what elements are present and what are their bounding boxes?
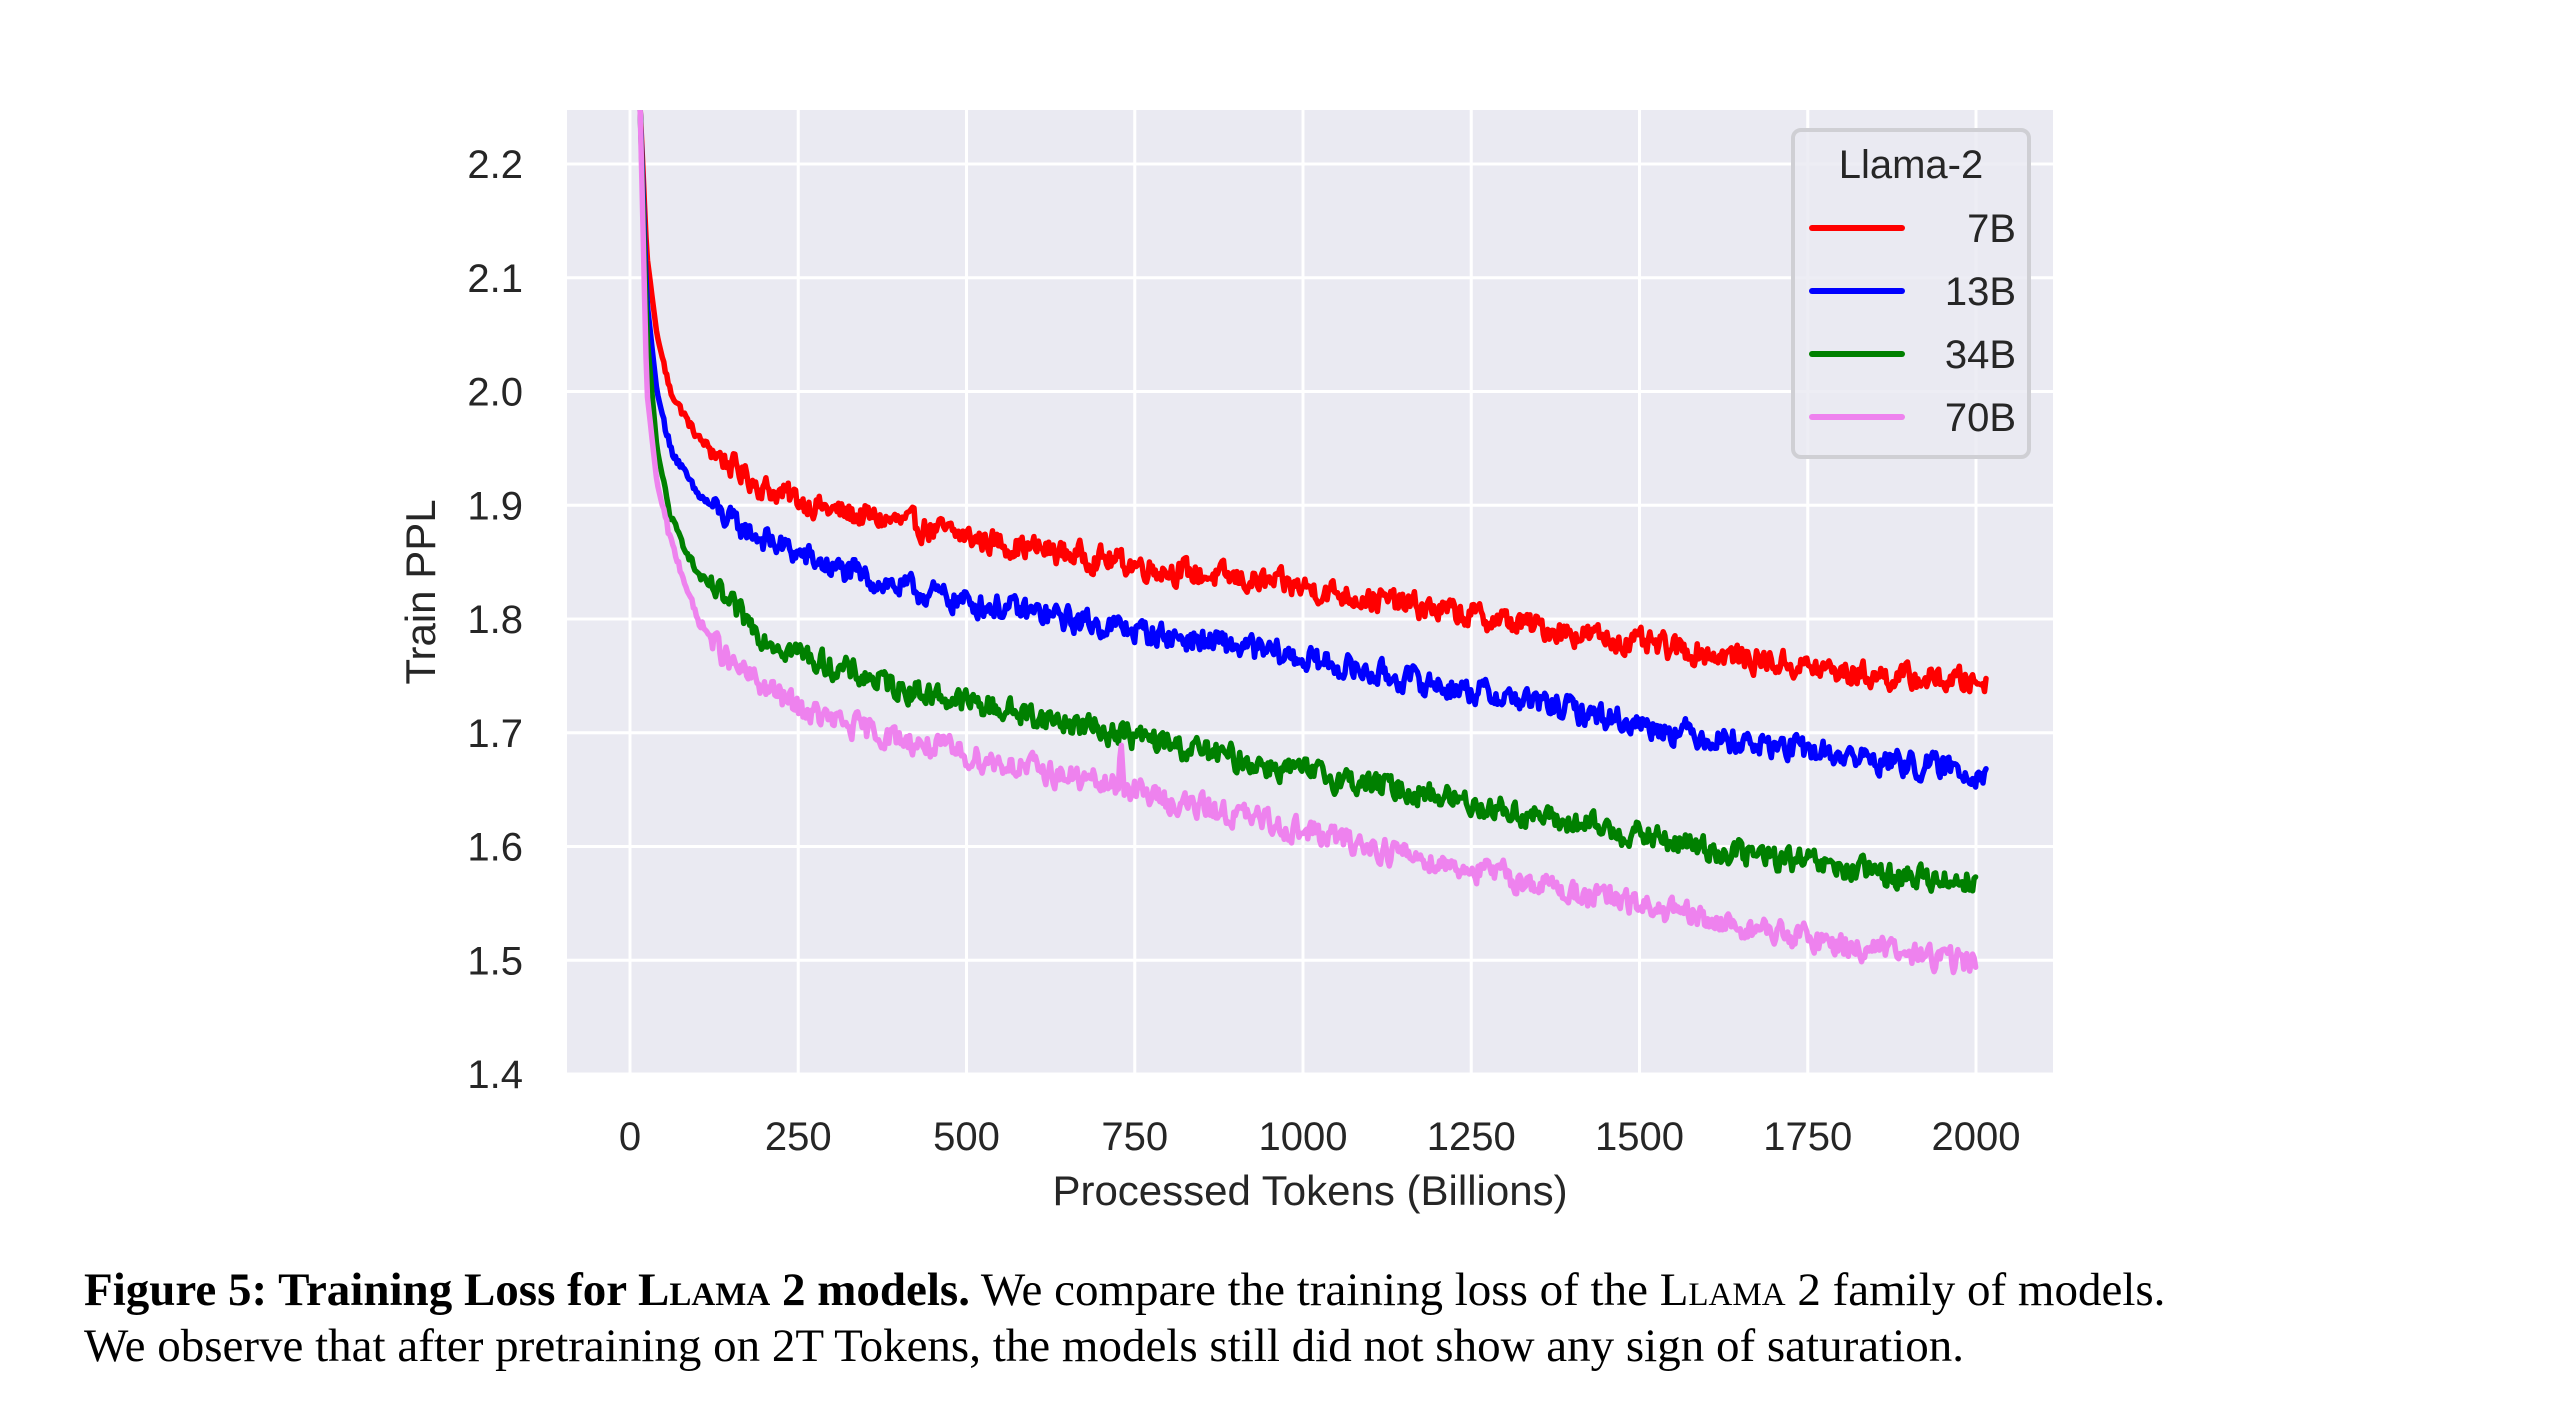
caption-label-end: 2 models. [770,1264,970,1316]
x-tick-label: 0 [619,1115,641,1159]
y-tick-labels: 1.4 1.5 1.6 1.7 1.8 1.9 2.0 2.1 2.2 [467,143,523,1097]
x-tick-label: 2000 [1932,1115,2021,1159]
y-tick-label: 1.8 [467,598,523,642]
caption-text-llama: Llama [1659,1264,1786,1316]
legend: Llama-2 7B 13B 34B 70B [1791,128,2031,459]
series-line-34B [637,110,1979,894]
legend-title: Llama-2 [1839,143,1984,187]
x-tick-label: 1000 [1259,1115,1348,1159]
x-tick-labels: 0 250 500 750 1000 1250 1500 1750 2000 [619,1115,2021,1159]
caption-line-2: We observe that after pretraining on 2T … [84,1320,1964,1372]
caption-text-2: 2 family of models. [1785,1264,2166,1316]
caption-line-1: Figure 5: Training Loss for Llama 2 mode… [84,1262,2524,1318]
caption-label: Figure 5: Training Loss for [84,1264,639,1316]
legend-box [1791,128,2031,459]
y-tick-label: 1.4 [467,1053,523,1097]
y-axis-label: Train PPL [397,499,444,684]
figure-caption: Figure 5: Training Loss for Llama 2 mode… [84,1262,2524,1374]
x-tick-label: 1750 [1763,1115,1852,1159]
x-tick-label: 1500 [1595,1115,1684,1159]
caption-text-1: We compare the training loss of the [969,1264,1660,1316]
series-line-7B [637,110,1989,695]
series-lines [637,110,1989,976]
series-line-70B [637,110,1979,976]
y-tick-label: 1.9 [467,484,523,528]
legend-label-34B: 34B [1945,333,2016,377]
y-tick-label: 1.6 [467,826,523,870]
legend-label-13B: 13B [1945,270,2016,314]
legend-label-7B: 7B [1967,207,2016,251]
y-tick-label: 2.2 [467,143,523,187]
series-line-13B [637,110,1989,790]
y-tick-label: 1.5 [467,939,523,983]
x-tick-label: 500 [933,1115,1000,1159]
y-tick-label: 2.1 [467,257,523,301]
x-tick-label: 250 [765,1115,832,1159]
caption-label-llama: Llama [638,1264,771,1316]
y-tick-label: 2.0 [467,371,523,415]
y-tick-label: 1.7 [467,712,523,756]
x-axis-label: Processed Tokens (Billions) [1052,1167,1567,1214]
training-loss-chart: 0 250 500 750 1000 1250 1500 1750 2000 1.4 1.5 1.6… [397,110,2053,1214]
x-tick-label: 1250 [1427,1115,1516,1159]
legend-label-70B: 70B [1945,396,2016,440]
x-tick-label: 750 [1101,1115,1168,1159]
